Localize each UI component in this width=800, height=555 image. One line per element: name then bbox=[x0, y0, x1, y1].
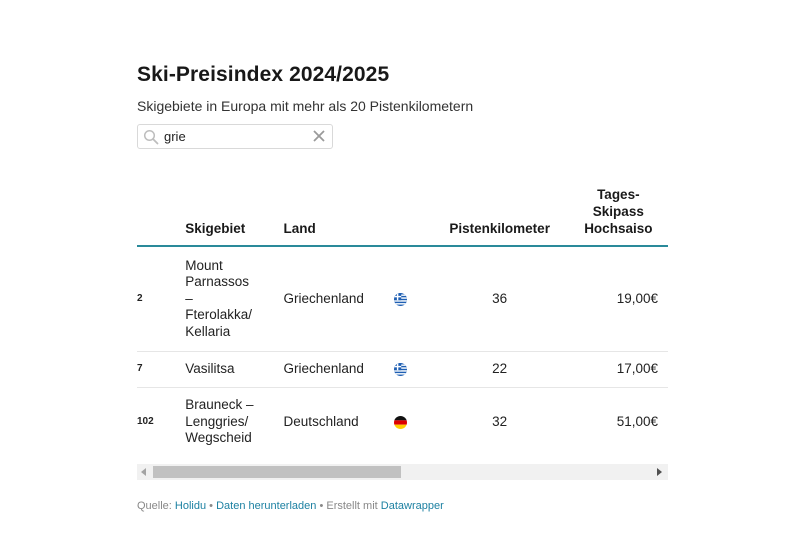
table-row: 2 Mount Parnassos – Fterolakka/ Kellaria… bbox=[137, 246, 668, 352]
search-box[interactable] bbox=[137, 124, 333, 149]
footer: Quelle: Holidu • Daten herunterladen • E… bbox=[137, 500, 444, 512]
greece-flag-icon bbox=[394, 363, 407, 377]
scroll-left-arrow-icon[interactable] bbox=[141, 468, 146, 476]
erstellt-label: Erstellt mit bbox=[326, 500, 378, 512]
flag-cell bbox=[392, 246, 431, 352]
price-cell: 19,00€ bbox=[616, 290, 658, 306]
scrollbar-thumb[interactable] bbox=[153, 466, 401, 478]
header-price-line1: Tages- bbox=[597, 187, 640, 202]
skigebiet-line: Wegscheid bbox=[185, 430, 252, 446]
header-pistenkilometer[interactable]: Pistenkilometer bbox=[449, 221, 550, 236]
table-header-row: Skigebiet Land Pistenkilometer Tages- Sk… bbox=[137, 186, 668, 246]
table-row: 7 Vasilitsa Griechenland 22 17,00€ bbox=[137, 352, 668, 388]
data-table: Skigebiet Land Pistenkilometer Tages- Sk… bbox=[137, 186, 668, 456]
header-skigebiet[interactable]: Skigebiet bbox=[185, 221, 246, 236]
skigebiet-cell: Brauneck – Lenggries/ Wegscheid bbox=[185, 388, 283, 457]
price-cell: 51,00€ bbox=[616, 413, 658, 429]
table-container: Skigebiet Land Pistenkilometer Tages- Sk… bbox=[137, 186, 668, 480]
skigebiet-cell: Mount Parnassos – Fterolakka/ Kellaria bbox=[185, 246, 283, 352]
pistenkilometer-cell: 32 bbox=[492, 413, 508, 429]
header-price[interactable]: Tages- Skipass Hochsaiso bbox=[569, 186, 668, 246]
header-price-line2: Skipass bbox=[592, 204, 644, 219]
chart-subtitle: Skigebiete in Europa mit mehr als 20 Pis… bbox=[137, 98, 474, 114]
header-rank[interactable] bbox=[137, 186, 185, 246]
skigebiet-line: Mount bbox=[185, 257, 223, 273]
header-flag bbox=[392, 186, 431, 246]
land-cell: Griechenland bbox=[283, 361, 364, 377]
footer-separator: • bbox=[319, 500, 324, 512]
rank-cell: 7 bbox=[137, 363, 143, 375]
header-price-line3: Hochsaiso bbox=[584, 221, 653, 236]
horizontal-scrollbar[interactable] bbox=[137, 464, 668, 480]
greece-flag-icon bbox=[394, 292, 407, 306]
rank-cell: 102 bbox=[137, 415, 154, 427]
price-cell: 17,00€ bbox=[616, 361, 658, 377]
search-icon bbox=[143, 129, 159, 145]
quelle-label: Quelle: bbox=[137, 500, 172, 512]
holidu-link[interactable]: Holidu bbox=[174, 500, 207, 512]
footer-separator: • bbox=[209, 500, 214, 512]
flag-cell bbox=[392, 388, 431, 457]
skigebiet-line: Brauneck – bbox=[185, 397, 254, 413]
table-row: 102 Brauneck – Lenggries/ Wegscheid Deut… bbox=[137, 388, 668, 457]
header-land[interactable]: Land bbox=[283, 221, 316, 236]
skigebiet-line: Kellaria bbox=[185, 323, 231, 339]
skigebiet-line: Lenggries/ bbox=[185, 413, 249, 429]
pistenkilometer-cell: 22 bbox=[492, 361, 508, 377]
skigebiet-line: Fterolakka/ bbox=[185, 307, 253, 323]
skigebiet-line: Parnassos bbox=[185, 274, 250, 290]
rank-cell: 2 bbox=[137, 292, 143, 304]
chart-title: Ski-Preisindex 2024/2025 bbox=[137, 63, 390, 86]
scroll-right-arrow-icon[interactable] bbox=[657, 468, 662, 476]
clear-search-icon[interactable] bbox=[312, 129, 326, 143]
skigebiet-cell: Vasilitsa bbox=[185, 352, 283, 388]
search-input[interactable] bbox=[164, 127, 304, 145]
download-data-link[interactable]: Daten herunterladen bbox=[216, 500, 317, 512]
skigebiet-line: Vasilitsa bbox=[185, 361, 235, 377]
germany-flag-icon bbox=[394, 415, 407, 429]
land-cell: Griechenland bbox=[283, 290, 364, 306]
pistenkilometer-cell: 36 bbox=[492, 290, 508, 306]
land-cell: Deutschland bbox=[283, 413, 359, 429]
flag-cell bbox=[392, 352, 431, 388]
datawrapper-link[interactable]: Datawrapper bbox=[380, 500, 444, 512]
skigebiet-line: – bbox=[185, 290, 193, 306]
